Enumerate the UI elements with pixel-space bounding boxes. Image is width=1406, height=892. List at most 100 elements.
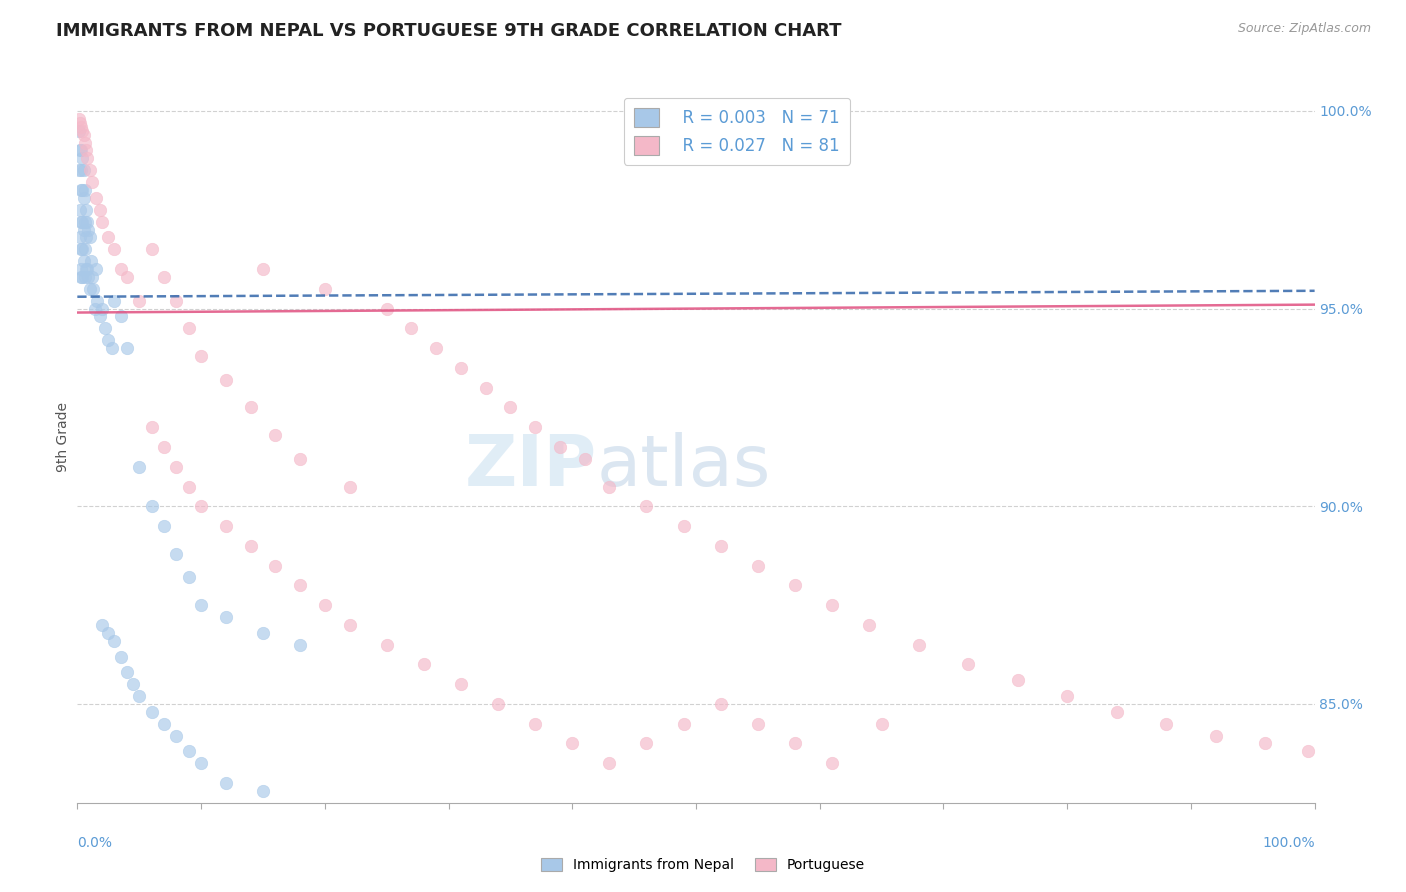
- Point: [69, 144, 91, 158]
- Text: IMMIGRANTS FROM NEPAL VS PORTUGUESE 9TH GRADE CORRELATION CHART: IMMIGRANTS FROM NEPAL VS PORTUGUESE 9TH …: [56, 22, 842, 40]
- Point: [153, 519, 176, 533]
- Point: [710, 697, 733, 711]
- Point: [870, 716, 893, 731]
- Point: [783, 737, 806, 751]
- Point: [165, 729, 187, 743]
- Point: [79, 230, 101, 244]
- Point: [141, 500, 163, 514]
- Point: [110, 649, 132, 664]
- Point: [122, 677, 145, 691]
- Point: [339, 618, 361, 632]
- Point: [86, 293, 108, 308]
- Point: [239, 539, 262, 553]
- Point: [1007, 673, 1029, 688]
- Point: [73, 269, 96, 284]
- Point: [314, 282, 336, 296]
- Point: [252, 262, 274, 277]
- Point: [636, 737, 658, 751]
- Point: [72, 222, 94, 236]
- Point: [115, 665, 138, 680]
- Point: [672, 716, 695, 731]
- Point: [72, 163, 94, 178]
- Point: [239, 401, 262, 415]
- Point: [97, 625, 120, 640]
- Point: [339, 479, 361, 493]
- Point: [91, 301, 114, 316]
- Point: [75, 144, 97, 158]
- Point: [103, 633, 125, 648]
- Point: [67, 163, 90, 178]
- Point: [89, 310, 111, 324]
- Point: [288, 638, 311, 652]
- Point: [190, 500, 212, 514]
- Point: [70, 183, 93, 197]
- Point: [73, 183, 96, 197]
- Point: [215, 519, 238, 533]
- Point: [73, 214, 96, 228]
- Point: [82, 175, 104, 189]
- Point: [153, 440, 176, 454]
- Text: Source: ZipAtlas.com: Source: ZipAtlas.com: [1237, 22, 1371, 36]
- Point: [450, 360, 472, 375]
- Point: [70, 214, 93, 228]
- Point: [165, 459, 187, 474]
- Point: [141, 705, 163, 719]
- Point: [401, 321, 423, 335]
- Point: [598, 756, 620, 771]
- Point: [524, 716, 547, 731]
- Point: [548, 440, 571, 454]
- Point: [215, 776, 238, 790]
- Point: [747, 558, 769, 573]
- Point: [70, 269, 93, 284]
- Point: [79, 163, 101, 178]
- Point: [76, 262, 98, 277]
- Point: [103, 242, 125, 256]
- Point: [177, 479, 200, 493]
- Point: [1154, 716, 1177, 731]
- Point: [93, 321, 115, 335]
- Point: [70, 120, 93, 134]
- Point: [97, 230, 120, 244]
- Point: [1254, 737, 1277, 751]
- Point: [153, 269, 176, 284]
- Point: [128, 459, 150, 474]
- Point: [215, 373, 238, 387]
- Point: [72, 269, 94, 284]
- Point: [1056, 689, 1078, 703]
- Point: [70, 163, 93, 178]
- Legend:   R = 0.003   N = 71,   R = 0.027   N = 81: R = 0.003 N = 71, R = 0.027 N = 81: [624, 98, 849, 165]
- Point: [91, 618, 114, 632]
- Point: [70, 242, 93, 256]
- Point: [598, 479, 620, 493]
- Point: [288, 451, 311, 466]
- Point: [165, 293, 187, 308]
- Point: [84, 262, 107, 277]
- Point: [190, 598, 212, 612]
- Point: [82, 282, 104, 296]
- Point: [375, 638, 398, 652]
- Point: [177, 321, 200, 335]
- Point: [77, 222, 100, 236]
- Point: [70, 144, 93, 158]
- Point: [84, 191, 107, 205]
- Point: [115, 269, 138, 284]
- Point: [115, 341, 138, 355]
- Point: [215, 610, 238, 624]
- Point: [72, 152, 94, 166]
- Point: [76, 214, 98, 228]
- Point: [425, 341, 447, 355]
- Point: [165, 547, 187, 561]
- Point: [574, 451, 596, 466]
- Point: [710, 539, 733, 553]
- Point: [72, 214, 94, 228]
- Point: [75, 230, 97, 244]
- Point: [72, 191, 94, 205]
- Y-axis label: 9th Grade: 9th Grade: [56, 402, 70, 472]
- Point: [957, 657, 980, 672]
- Point: [69, 230, 91, 244]
- Point: [1298, 744, 1320, 758]
- Point: [1205, 729, 1227, 743]
- Point: [70, 262, 93, 277]
- Point: [75, 202, 97, 217]
- Point: [141, 242, 163, 256]
